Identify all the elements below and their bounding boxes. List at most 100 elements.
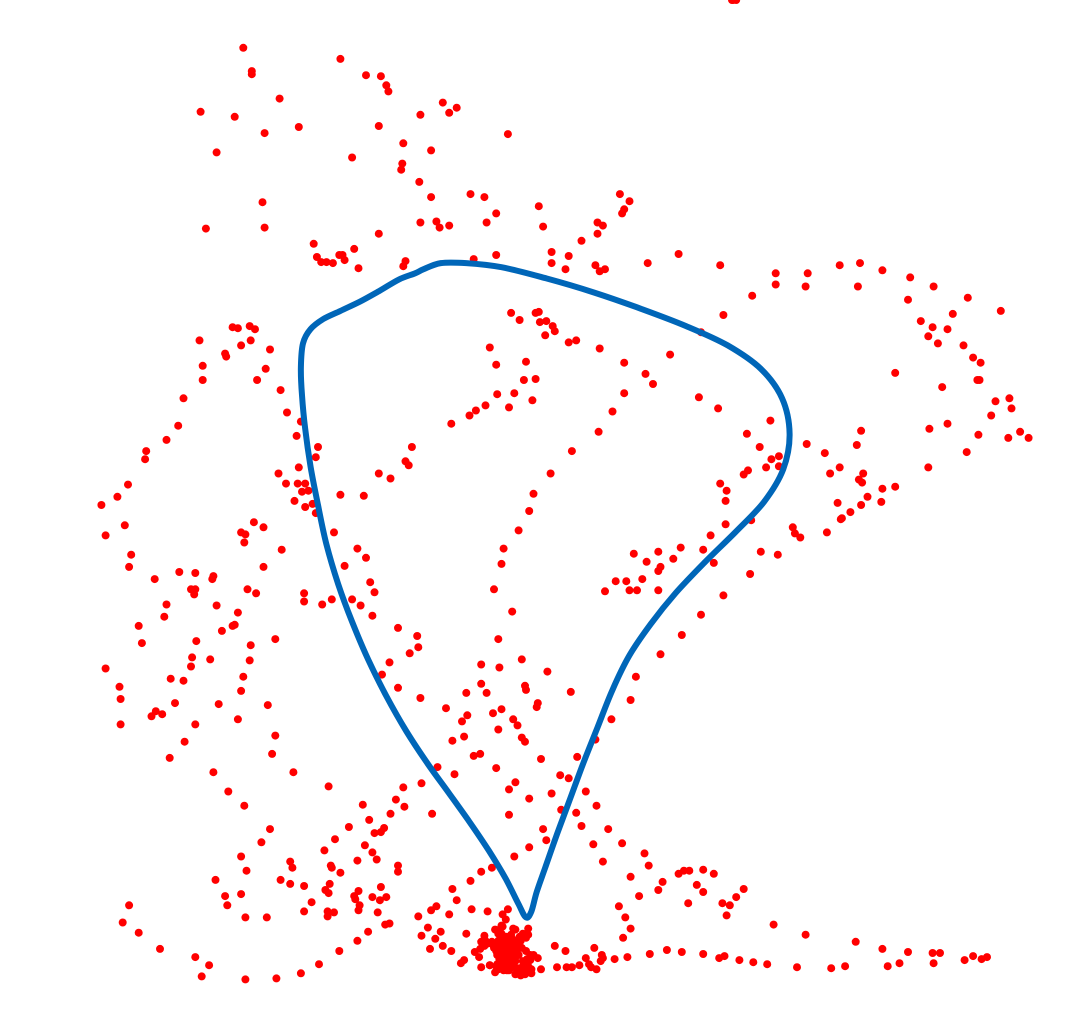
scatter-point xyxy=(756,547,765,556)
scatter-point xyxy=(608,407,617,416)
scatter-point xyxy=(314,443,322,451)
scatter-point xyxy=(261,364,270,373)
scatter-point xyxy=(245,656,254,665)
scatter-point xyxy=(198,361,207,370)
scatter-point xyxy=(300,882,309,890)
scatter-point xyxy=(553,963,561,972)
scatter-point xyxy=(699,865,708,874)
scatter-point xyxy=(620,389,629,398)
scatter-point xyxy=(742,429,751,438)
scatter-point xyxy=(511,957,520,966)
scatter-point xyxy=(340,256,349,265)
scatter-point xyxy=(400,802,409,811)
scatter-point xyxy=(187,585,195,594)
scatter-point xyxy=(271,635,280,644)
scatter-point xyxy=(326,861,335,870)
scatter-point xyxy=(891,482,900,491)
scatter-point xyxy=(466,190,475,199)
scatter-point xyxy=(511,778,520,787)
scatter-point xyxy=(856,259,864,268)
scatter-point xyxy=(699,888,708,896)
scatter-point xyxy=(196,107,205,116)
scatter-point xyxy=(282,479,290,488)
scatter-point xyxy=(746,570,755,578)
scatter-point xyxy=(699,950,708,958)
scatter-point xyxy=(162,600,171,609)
scatter-point xyxy=(237,890,246,899)
scatter-point xyxy=(826,469,835,478)
scatter-point xyxy=(669,554,678,563)
scatter-point xyxy=(510,852,519,861)
scatter-point xyxy=(463,711,472,720)
scatter-point xyxy=(375,896,384,905)
scatter-point xyxy=(577,236,586,245)
scatter-point xyxy=(300,589,309,598)
scatter-point xyxy=(773,550,782,559)
scatter-point xyxy=(722,911,731,920)
scatter-point xyxy=(592,965,601,974)
scatter-point xyxy=(188,653,197,662)
scatter-point xyxy=(271,731,280,740)
scatter-point xyxy=(288,863,297,872)
scatter-point xyxy=(360,841,369,850)
scatter-point xyxy=(976,358,985,367)
scatter-point xyxy=(344,823,353,831)
scatter-point xyxy=(596,957,605,966)
scatter-point xyxy=(445,910,454,919)
scatter-point xyxy=(127,550,136,559)
scatter-point xyxy=(272,974,281,983)
scatter-point xyxy=(719,591,728,600)
closed-curve-line xyxy=(297,259,793,921)
scatter-point xyxy=(485,961,494,970)
scatter-point xyxy=(697,610,705,619)
scatter-point xyxy=(407,443,416,451)
scatter-point xyxy=(477,963,486,972)
scatter-point xyxy=(385,658,394,667)
scatter-point xyxy=(452,896,461,905)
scatter-point xyxy=(699,545,708,554)
scatter-point xyxy=(592,801,601,810)
scatter-point xyxy=(991,397,1000,406)
scatter-point xyxy=(355,901,364,910)
scatter-point xyxy=(505,810,513,819)
scatter-point xyxy=(822,528,831,537)
scatter-point xyxy=(416,110,425,119)
scatter-point xyxy=(542,317,551,326)
scatter-point xyxy=(625,197,634,206)
scatter-point xyxy=(296,969,305,978)
scatter-point xyxy=(431,934,440,943)
scatter-point xyxy=(438,941,447,950)
scatter-point xyxy=(242,866,251,875)
scatter-point xyxy=(851,937,860,946)
scatter-point xyxy=(191,720,200,729)
scatter-point xyxy=(325,879,334,888)
scatter-point xyxy=(211,875,220,884)
scatter-point xyxy=(503,905,512,914)
scatter-point xyxy=(863,492,872,501)
scatter-point xyxy=(567,447,576,456)
scatter-point xyxy=(615,190,624,199)
scatter-point xyxy=(340,561,349,570)
scatter-point xyxy=(977,955,986,964)
scatter-point xyxy=(505,966,513,975)
scatter-point xyxy=(522,357,530,366)
scatter-point xyxy=(416,694,425,702)
scatter-point xyxy=(607,715,616,724)
scatter-point xyxy=(533,699,542,708)
scatter-point xyxy=(394,623,402,632)
scatter-point xyxy=(494,635,503,644)
scatter-point xyxy=(643,259,652,268)
scatter-point xyxy=(394,683,402,692)
scatter-point xyxy=(692,880,701,889)
scatter-point xyxy=(593,229,602,238)
scatter-point xyxy=(883,962,892,971)
scatter-point xyxy=(674,250,683,258)
scatter-point xyxy=(259,562,268,571)
scatter-point xyxy=(201,224,210,233)
scatter-point xyxy=(394,867,402,876)
scatter-point xyxy=(300,597,309,606)
scatter-point xyxy=(477,867,486,876)
scatter-point xyxy=(793,963,801,972)
scatter-point xyxy=(359,491,368,500)
scatter-point xyxy=(974,430,983,439)
